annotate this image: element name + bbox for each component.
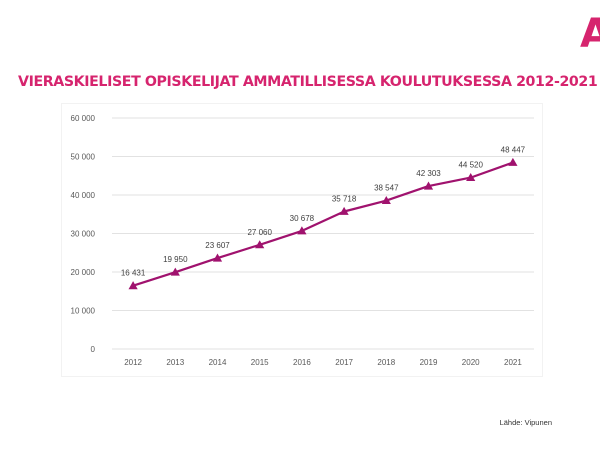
- source-note: Lähde: Vipunen: [499, 418, 552, 427]
- slide-title: VIERASKIELISET OPISKELIJAT AMMATILLISESS…: [18, 74, 598, 90]
- x-tick-label: 2013: [166, 358, 184, 367]
- data-label: 30 678: [290, 214, 315, 223]
- x-axis-ticks: 2012 2013 2014 2015 2016 2017 2018 2019 2020 2021: [124, 358, 522, 367]
- data-label: 42 303: [416, 169, 441, 178]
- data-point-marker: [297, 226, 307, 235]
- x-tick-label: 2018: [377, 358, 395, 367]
- y-tick-label: 50 000: [71, 153, 96, 162]
- data-label: 27 060: [247, 228, 272, 237]
- x-tick-label: 2020: [462, 358, 480, 367]
- data-label: 16 431: [121, 269, 146, 278]
- data-point-marker: [212, 253, 223, 262]
- x-tick-label: 2014: [209, 358, 227, 367]
- y-tick-label: 10 000: [71, 307, 96, 316]
- data-point-marker: [508, 157, 518, 166]
- chart-area: 0 10 000 20 000 30 000 40 000 50 000 60 000 20…: [62, 104, 542, 376]
- x-tick-label: 2016: [293, 358, 311, 367]
- x-tick-label: 2021: [504, 358, 522, 367]
- y-tick-label: 20 000: [71, 268, 96, 277]
- x-tick-label: 2019: [420, 358, 438, 367]
- data-label: 38 547: [374, 184, 399, 193]
- y-tick-label: 30 000: [71, 230, 96, 239]
- series-line-group: [132, 161, 514, 287]
- data-point-marker: [423, 181, 434, 190]
- data-point-marker: [339, 206, 349, 215]
- gridlines: [112, 117, 534, 350]
- x-tick-label: 2017: [335, 358, 353, 367]
- data-point-marker: [466, 172, 476, 182]
- y-axis-ticks: 0 10 000 20 000 30 000 40 000 50 000 60 000: [71, 114, 96, 354]
- data-label: 23 607: [205, 241, 230, 250]
- data-labels: 16 431 19 950 23 607 27 060 30 678 35 718 38 5…: [121, 145, 526, 277]
- x-tick-label: 2012: [124, 358, 142, 367]
- series-markers: [128, 157, 518, 290]
- data-point-marker: [381, 195, 391, 205]
- series-line: [132, 161, 514, 287]
- y-tick-label: 0: [91, 345, 96, 354]
- y-tick-label: 40 000: [71, 191, 96, 200]
- data-label: 19 950: [163, 255, 188, 264]
- line-chart: 0 10 000 20 000 30 000 40 000 50 000 60 000 20…: [71, 114, 534, 367]
- brand-logo-icon: A: [580, 14, 600, 54]
- data-point-marker: [128, 281, 138, 290]
- data-label: 48 447: [501, 145, 526, 154]
- data-label: 44 520: [458, 161, 483, 170]
- data-point-marker: [255, 240, 265, 249]
- data-point-marker: [170, 267, 180, 276]
- y-tick-label: 60 000: [71, 114, 96, 123]
- x-tick-label: 2015: [251, 358, 269, 367]
- data-label: 35 718: [332, 194, 357, 203]
